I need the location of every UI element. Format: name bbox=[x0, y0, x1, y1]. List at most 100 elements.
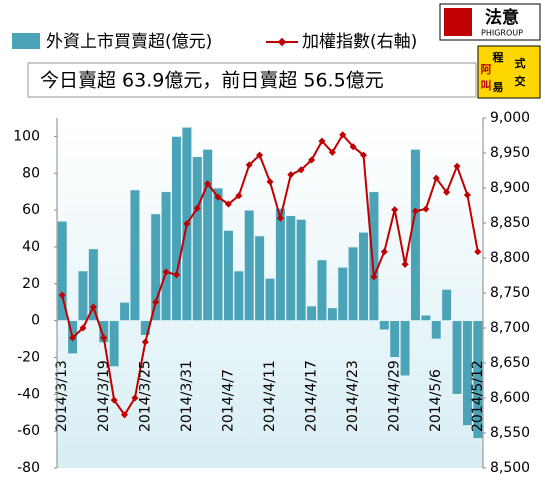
y2-tick-label: 8,700 bbox=[490, 320, 530, 336]
bar bbox=[88, 248, 99, 322]
index-marker bbox=[266, 178, 274, 186]
x-tick-label: 2014/4/17 bbox=[304, 360, 320, 432]
bar bbox=[160, 191, 172, 322]
bar bbox=[285, 215, 297, 322]
x-tick-label: 2014/3/13 bbox=[54, 360, 70, 432]
y-tick-label: -80 bbox=[17, 460, 40, 476]
index-marker bbox=[100, 334, 108, 342]
y2-tick-label: 8,950 bbox=[490, 145, 530, 161]
index-marker bbox=[183, 220, 191, 228]
index-marker bbox=[463, 191, 471, 199]
x-tick-label: 2014/5/6 bbox=[428, 369, 444, 432]
bar bbox=[202, 148, 213, 322]
logo-char: 式 bbox=[515, 56, 526, 70]
bar bbox=[389, 320, 400, 358]
index-marker bbox=[235, 192, 243, 200]
x-tick-label: 2014/4/7 bbox=[220, 369, 236, 432]
index-marker bbox=[339, 131, 347, 139]
index-marker bbox=[432, 174, 440, 182]
bar bbox=[347, 246, 359, 322]
bar bbox=[410, 148, 421, 322]
bar bbox=[337, 266, 349, 322]
y2-tick-label: 8,850 bbox=[490, 215, 530, 231]
x-tick-label: 2014/4/29 bbox=[387, 360, 403, 432]
x-tick-label: 2014/3/19 bbox=[96, 360, 112, 432]
bar bbox=[462, 320, 473, 427]
bar bbox=[327, 307, 338, 322]
index-marker bbox=[58, 291, 66, 299]
index-marker bbox=[214, 193, 222, 201]
bar bbox=[264, 277, 276, 322]
bar bbox=[171, 136, 182, 322]
bar bbox=[316, 259, 328, 322]
logo-icon bbox=[444, 8, 472, 36]
index-marker bbox=[193, 204, 201, 212]
bar bbox=[254, 235, 265, 322]
bar bbox=[77, 270, 89, 322]
logo-badge bbox=[477, 45, 541, 99]
index-marker bbox=[276, 214, 284, 222]
index-marker bbox=[297, 166, 305, 174]
x-tick-label: 2014/3/25 bbox=[137, 360, 153, 432]
legend-label: 外資上市買賣超(億元) bbox=[46, 32, 212, 52]
bar bbox=[108, 320, 120, 368]
bar bbox=[430, 320, 442, 340]
logo-name: 法意 bbox=[485, 7, 519, 28]
bar bbox=[233, 270, 245, 322]
index-marker bbox=[380, 248, 388, 256]
y-tick-label: -60 bbox=[17, 423, 40, 439]
index-marker bbox=[422, 205, 430, 213]
bar bbox=[420, 314, 432, 322]
index-marker bbox=[152, 298, 160, 306]
y2-tick-label: 9,000 bbox=[490, 110, 530, 126]
index-marker bbox=[245, 161, 253, 169]
index-marker bbox=[308, 156, 316, 164]
bar bbox=[306, 305, 317, 322]
index-marker bbox=[204, 180, 212, 188]
index-marker bbox=[224, 200, 232, 208]
index-marker bbox=[359, 151, 368, 159]
x-tick-label: 2014/4/23 bbox=[345, 360, 361, 432]
y-tick-label: 100 bbox=[13, 128, 40, 144]
bar bbox=[451, 320, 463, 395]
bar bbox=[140, 320, 151, 336]
index-marker bbox=[89, 303, 97, 311]
bar bbox=[441, 288, 452, 322]
bar bbox=[368, 191, 380, 322]
y2-tick-label: 8,800 bbox=[490, 250, 530, 266]
logo-char: 交 bbox=[515, 74, 526, 88]
bar bbox=[243, 209, 255, 322]
y-tick-label: -40 bbox=[17, 386, 40, 402]
index-marker bbox=[141, 338, 149, 346]
y2-tick-label: 8,750 bbox=[490, 285, 530, 301]
subtitle: 今日賣超 63.9億元，前日賣超 56.5億元 bbox=[40, 70, 384, 92]
index-marker bbox=[328, 148, 336, 156]
bar bbox=[399, 320, 411, 377]
y-tick-label: 80 bbox=[22, 165, 40, 181]
index-marker bbox=[121, 411, 129, 419]
y2-tick-label: 8,550 bbox=[490, 425, 530, 441]
bar bbox=[358, 231, 369, 322]
logo-char: 易 bbox=[493, 81, 504, 94]
y2-tick-label: 8,600 bbox=[490, 390, 530, 406]
y-tick-label: -20 bbox=[17, 349, 40, 365]
bar bbox=[150, 213, 161, 322]
logo-char: 叫 bbox=[481, 78, 492, 92]
legend-marker bbox=[277, 37, 287, 47]
bar bbox=[295, 218, 307, 322]
index-marker bbox=[69, 334, 77, 342]
bar bbox=[191, 156, 203, 322]
bar bbox=[129, 189, 141, 322]
y-tick-label: 0 bbox=[31, 313, 40, 329]
index-marker bbox=[401, 260, 409, 268]
index-marker bbox=[443, 188, 451, 196]
index-marker bbox=[391, 206, 399, 214]
bar bbox=[223, 229, 234, 322]
index-marker bbox=[474, 248, 482, 256]
legend-swatch bbox=[12, 33, 40, 49]
x-tick-label: 2014/3/31 bbox=[179, 360, 195, 432]
index-marker bbox=[349, 143, 357, 151]
subtitle-box bbox=[27, 62, 477, 98]
legend-label: 加權指數(右軸) bbox=[302, 32, 417, 52]
